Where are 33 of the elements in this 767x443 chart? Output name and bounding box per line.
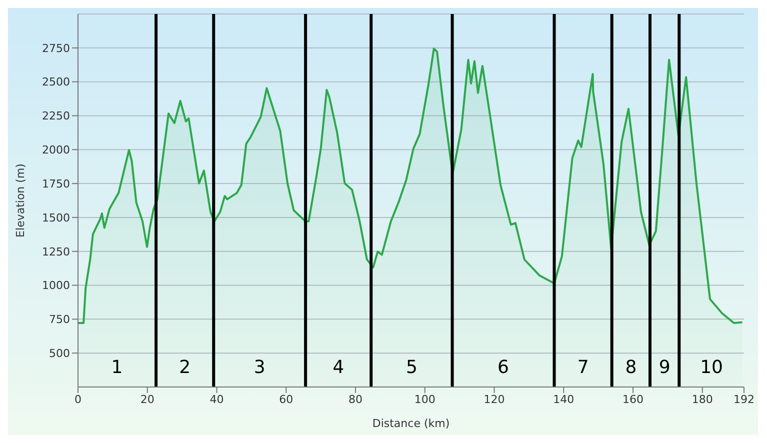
y-axis-title: Elevation (m) — [14, 164, 27, 238]
y-tick-label: 1250 — [42, 245, 70, 258]
annotation: 1 — [111, 357, 123, 378]
annotation: 8 — [625, 357, 637, 378]
annotation: 7 — [577, 357, 589, 378]
y-tick-label: 2000 — [42, 144, 70, 157]
x-tick-label: 0 — [74, 392, 82, 406]
y-tick-label: 2250 — [42, 110, 70, 123]
y-tick-label: 2750 — [42, 42, 70, 55]
x-tick-label: 80 — [348, 392, 362, 406]
annotation: 9 — [658, 357, 670, 378]
x-axis-title: Distance (km) — [372, 417, 450, 430]
y-tick-label: 500 — [49, 346, 70, 360]
x-tick-label: 60 — [279, 392, 294, 406]
x-tick-label: 140 — [553, 392, 574, 406]
x-tick-label: 192 — [734, 392, 754, 406]
annotation: 5 — [406, 357, 418, 378]
annotation: 2 — [179, 357, 191, 378]
annotation: 10 — [700, 357, 724, 378]
x-tick-label: 180 — [692, 392, 713, 406]
y-tick-label: 2500 — [42, 76, 70, 89]
x-tick-label: 160 — [622, 392, 644, 406]
y-tick-label: 1000 — [42, 279, 70, 292]
x-tick-label: 40 — [210, 392, 224, 406]
annotation: 6 — [498, 357, 509, 378]
y-tick-label: 1750 — [42, 177, 70, 190]
y-tick-label: 750 — [49, 313, 70, 326]
annotation: 3 — [254, 357, 266, 378]
annotation: 4 — [332, 357, 344, 378]
y-tick-label: 1500 — [42, 211, 70, 224]
x-tick-label: 20 — [140, 392, 154, 406]
x-tick-label: 100 — [414, 392, 436, 406]
x-tick-label: 120 — [484, 392, 505, 406]
